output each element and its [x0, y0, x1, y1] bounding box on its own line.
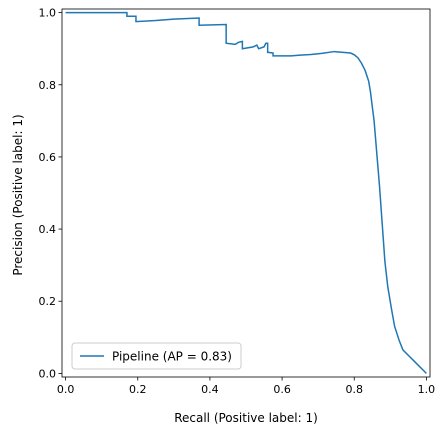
legend-box — [71, 342, 242, 370]
legend-entry-pipeline: Pipeline (AP = 0.83) — [112, 350, 232, 364]
y-tick-label: 0.4 — [39, 223, 57, 236]
x-axis-label: Recall (Positive label: 1) — [174, 411, 318, 425]
x-tick-label: 1.0 — [418, 383, 436, 396]
axes — [61, 8, 431, 378]
x-tick-label: 0.2 — [129, 383, 147, 396]
plot-frame — [61, 8, 431, 378]
y-axis-label: Precision (Positive label: 1) — [11, 114, 25, 275]
legend: Pipeline (AP = 0.83) — [71, 342, 242, 370]
y-tick-label: 0.2 — [39, 295, 57, 308]
ticks-layer: 0.0 0.2 0.4 0.6 0.8 1.0 0.0 0.2 0.4 0.6 0.8 1.0 — [39, 7, 436, 396]
y-tick-label: 0.6 — [39, 151, 57, 164]
y-tick-label: 1.0 — [39, 7, 57, 20]
x-tick-label: 0.6 — [273, 383, 291, 396]
y-tick-label: 0.8 — [39, 79, 57, 92]
y-tick-label: 0.0 — [39, 367, 57, 380]
series-layer — [65, 11, 427, 374]
x-tick-label: 0.0 — [57, 383, 75, 396]
series-line-pipeline — [65, 11, 427, 374]
x-tick-label: 0.8 — [345, 383, 363, 396]
x-tick-label: 0.4 — [201, 383, 219, 396]
